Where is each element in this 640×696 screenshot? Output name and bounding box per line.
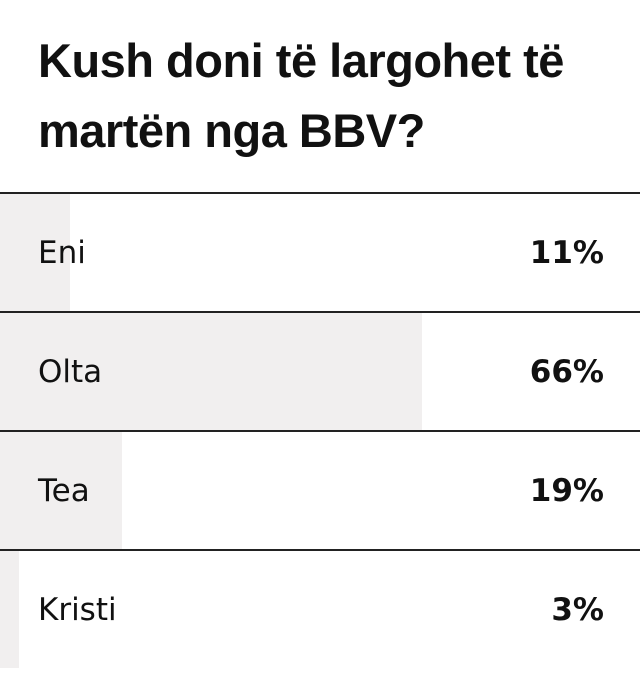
- option-label: Kristi: [38, 591, 117, 628]
- option-percent: 11%: [529, 234, 604, 271]
- poll-options: Eni 11% Olta 66% Tea 19% Kristi 3%: [0, 192, 640, 668]
- result-bar: [0, 194, 71, 311]
- poll-option[interactable]: Eni 11%: [0, 192, 640, 311]
- poll-title: Kush doni të largohet të martën nga BBV?: [38, 34, 564, 157]
- option-label: Tea: [38, 472, 90, 509]
- poll-option[interactable]: Tea 19%: [0, 430, 640, 549]
- result-bar: [0, 313, 423, 430]
- result-bar: [0, 551, 20, 668]
- poll-option[interactable]: Kristi 3%: [0, 549, 640, 668]
- option-percent: 3%: [551, 591, 604, 628]
- result-bar: [0, 432, 122, 549]
- option-percent: 19%: [529, 472, 604, 509]
- option-percent: 66%: [529, 353, 604, 390]
- poll-option[interactable]: Olta 66%: [0, 311, 640, 430]
- option-label: Olta: [38, 353, 103, 390]
- option-label: Eni: [38, 234, 86, 271]
